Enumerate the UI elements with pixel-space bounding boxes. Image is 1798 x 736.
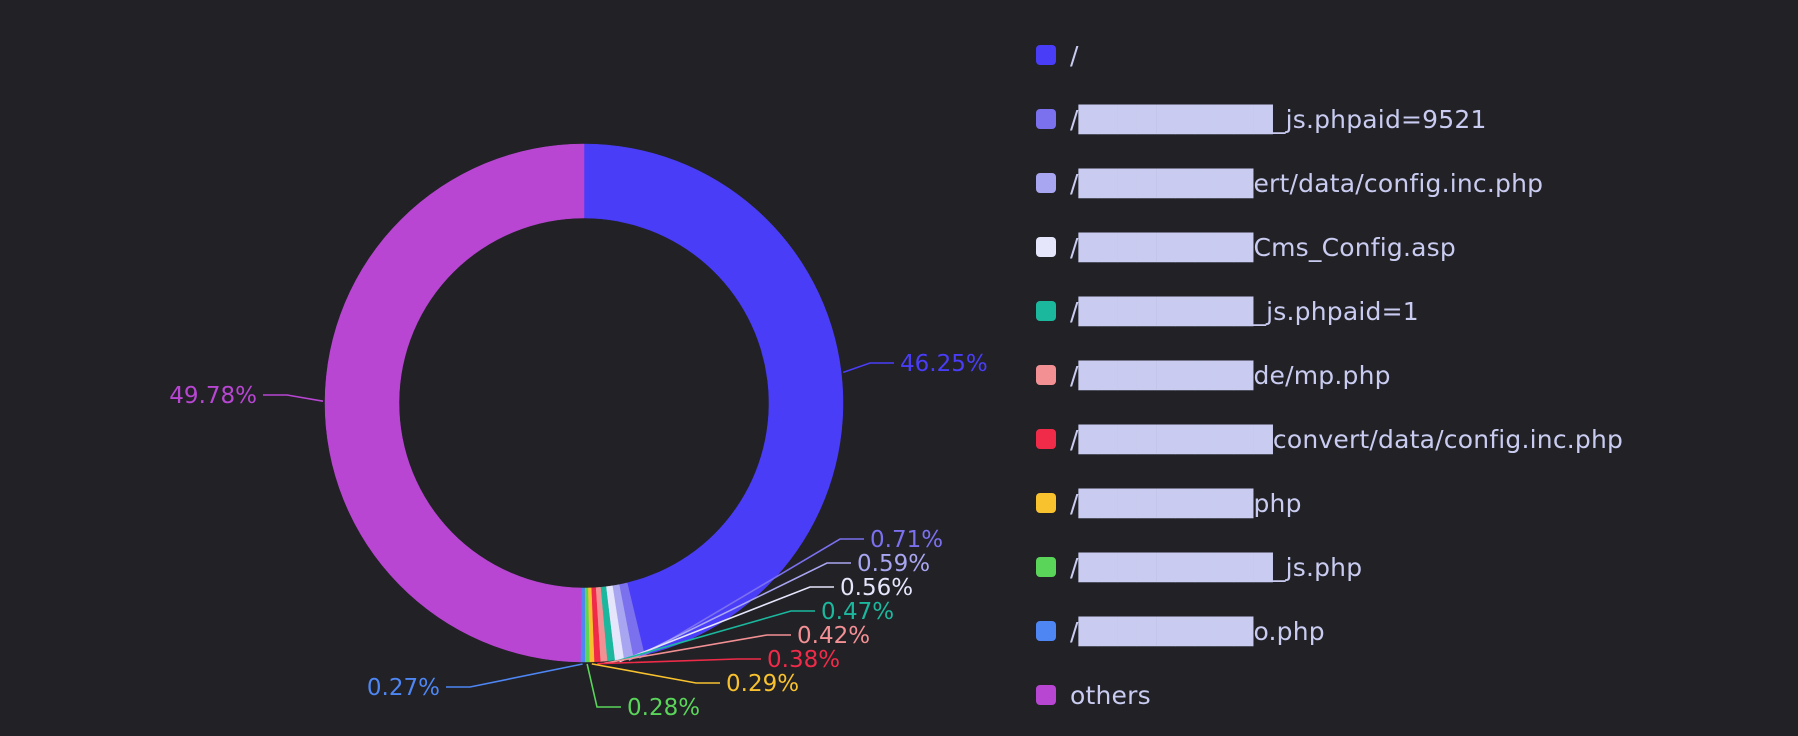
leader-line-0 — [842, 362, 894, 374]
percent-label-2: 0.59% — [857, 551, 930, 577]
percent-label-10: 49.78% — [169, 383, 257, 409]
leader-line-10 — [263, 394, 324, 402]
leader-lines — [263, 362, 894, 708]
legend-label: /█████████_js.phpaid=1 — [1070, 296, 1419, 326]
legend-swatch — [1036, 557, 1056, 577]
percent-label-8: 0.28% — [627, 695, 700, 721]
leader-line-5 — [603, 634, 791, 665]
legend-label: /██████████_js.phpaid=9521 — [1070, 104, 1487, 134]
percent-label-6: 0.38% — [767, 647, 840, 673]
legend-swatch — [1036, 429, 1056, 449]
legend-label: /██████████_js.php — [1070, 552, 1363, 582]
legend-label: /█████████Cms_Config.asp — [1070, 232, 1456, 262]
legend-swatch — [1036, 493, 1056, 513]
legend-item-5[interactable]: /█████████de/mp.php — [1036, 343, 1776, 407]
legend-label: /█████████de/mp.php — [1070, 360, 1391, 390]
legend-label: /██████████convert/data/config.inc.php — [1070, 424, 1624, 454]
percent-label-5: 0.42% — [797, 623, 870, 649]
legend-swatch — [1036, 621, 1056, 641]
percent-label-7: 0.29% — [726, 671, 799, 697]
donut-chart: 46.25% 0.71%0.59%0.56%0.47%0.42%0.38%0.29… — [169, 143, 988, 721]
legend-label: /█████████php — [1070, 488, 1302, 518]
legend-item-8[interactable]: /██████████_js.php — [1036, 535, 1776, 599]
legend-swatch — [1036, 45, 1056, 65]
legend-swatch — [1036, 685, 1056, 705]
legend-item-0[interactable]: / — [1036, 23, 1776, 87]
percent-label-0: 46.25% — [900, 351, 988, 377]
legend-item-7[interactable]: /█████████php — [1036, 471, 1776, 535]
legend-item-6[interactable]: /██████████convert/data/config.inc.php — [1036, 407, 1776, 471]
legend-item-10[interactable]: others — [1036, 663, 1776, 727]
percent-label-1: 0.71% — [870, 527, 943, 553]
leader-line-3 — [619, 586, 834, 663]
donut-slice-10[interactable] — [324, 143, 585, 663]
leader-line-9 — [446, 663, 583, 688]
legend-label: others — [1070, 680, 1151, 710]
legend-label: /█████████ert/data/config.inc.php — [1070, 168, 1544, 198]
legend-item-2[interactable]: /█████████ert/data/config.inc.php — [1036, 151, 1776, 215]
leader-line-6 — [597, 658, 761, 665]
legend-label: / — [1070, 40, 1079, 70]
legend-item-4[interactable]: /█████████_js.phpaid=1 — [1036, 279, 1776, 343]
chart-legend: / /██████████_js.phpaid=9521 /█████████ert… — [1036, 23, 1776, 727]
legend-swatch — [1036, 109, 1056, 129]
percent-label-9: 0.27% — [367, 675, 440, 701]
leader-line-8 — [586, 663, 621, 708]
donut-slice-0[interactable] — [583, 143, 844, 656]
legend-item-9[interactable]: /█████████o.php — [1036, 599, 1776, 663]
leader-line-1 — [638, 538, 864, 659]
legend-item-3[interactable]: /█████████Cms_Config.asp — [1036, 215, 1776, 279]
leader-line-7 — [591, 663, 720, 684]
leader-line-4 — [610, 610, 815, 664]
legend-swatch — [1036, 173, 1056, 193]
legend-swatch — [1036, 237, 1056, 257]
legend-label: /█████████o.php — [1070, 616, 1325, 646]
legend-item-1[interactable]: /██████████_js.phpaid=9521 — [1036, 87, 1776, 151]
legend-swatch — [1036, 301, 1056, 321]
percent-label-3: 0.56% — [840, 575, 913, 601]
leader-line-2 — [628, 562, 851, 661]
donut-slices — [324, 143, 844, 663]
legend-swatch — [1036, 365, 1056, 385]
percent-labels: 46.25% 0.71%0.59%0.56%0.47%0.42%0.38%0.29… — [169, 351, 987, 721]
percent-label-4: 0.47% — [821, 599, 894, 625]
